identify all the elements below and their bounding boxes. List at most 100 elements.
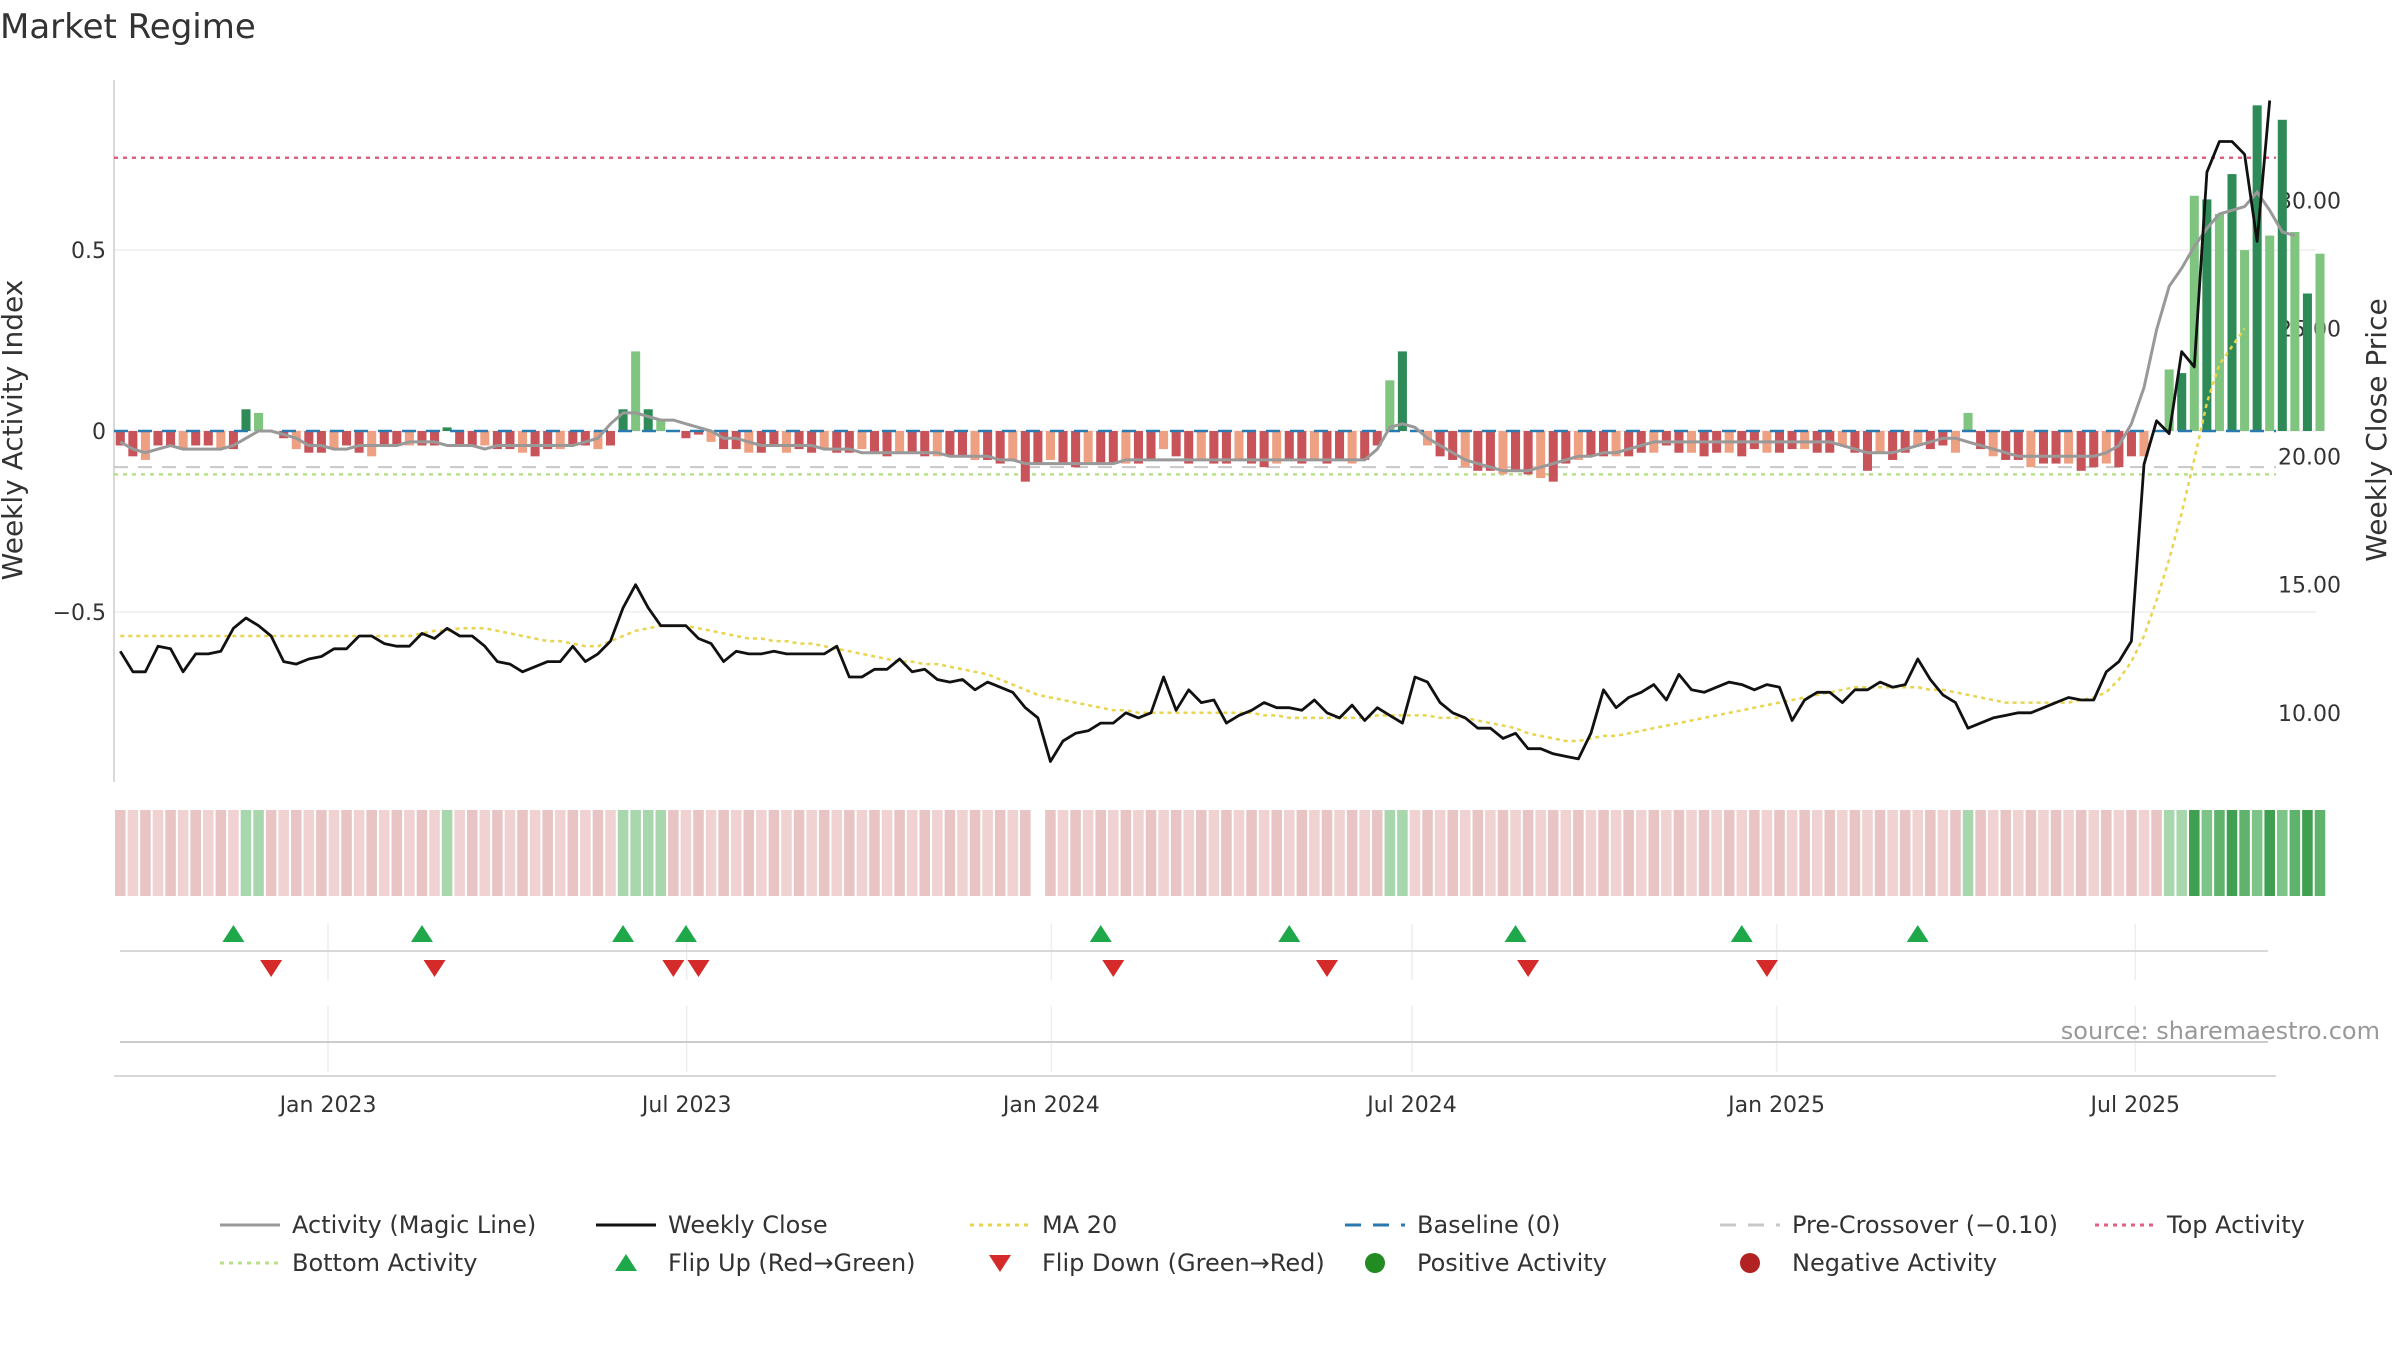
activity-bar <box>543 431 553 450</box>
regime-cell <box>517 810 528 896</box>
activity-bar <box>1083 431 1093 464</box>
regime-cell <box>2101 810 2112 896</box>
regime-cell <box>2214 810 2225 896</box>
regime-cell <box>2013 810 2024 896</box>
activity-bar <box>291 431 301 450</box>
regime-cell <box>1422 810 1433 896</box>
regime-cell <box>881 810 893 896</box>
legend-item: Pre-Crossover (−0.10) <box>1720 1211 2058 1239</box>
legend-label: Bottom Activity <box>292 1249 477 1277</box>
regime-cell <box>542 810 553 896</box>
regime-cell <box>1673 810 1685 896</box>
activity-bar <box>1925 431 1935 450</box>
activity-bar <box>2315 253 2325 431</box>
flip-up-marker <box>222 925 245 942</box>
activity-bar <box>304 431 314 453</box>
regime-cell <box>1334 810 1345 896</box>
activity-bar <box>869 431 879 453</box>
activity-bar <box>631 351 641 431</box>
regime-cell <box>806 810 817 896</box>
activity-bar <box>1297 431 1307 464</box>
regime-cell <box>202 810 214 896</box>
regime-cell <box>429 810 440 896</box>
regime-cell <box>1070 810 1081 896</box>
activity-bar <box>895 431 905 453</box>
activity-bar <box>1259 431 1269 468</box>
flip-up-marker <box>1730 925 1753 942</box>
left-axis-label: Weekly Activity Index <box>0 280 29 581</box>
regime-cell <box>215 810 227 896</box>
regime-cell <box>1862 810 1873 896</box>
x-tick-label: Jul 2023 <box>640 1093 732 1118</box>
activity-bar <box>983 431 993 460</box>
activity-bar <box>970 431 980 460</box>
regime-cell <box>1811 810 1823 896</box>
activity-bar <box>1498 431 1508 475</box>
regime-cell <box>479 810 491 896</box>
activity-bar <box>2189 195 2199 431</box>
regime-cell <box>1296 810 1308 896</box>
regime-cell <box>1321 810 1333 896</box>
regime-cell <box>492 810 503 896</box>
activity-bar <box>417 431 427 446</box>
activity-bar <box>643 409 653 431</box>
activity-bar <box>1862 431 1873 471</box>
activity-bar <box>492 431 502 450</box>
activity-bar <box>1033 431 1043 464</box>
regime-cell <box>1849 810 1861 896</box>
flip-down-marker <box>687 960 710 977</box>
x-tick-label: Jan 2025 <box>1726 1093 1825 1118</box>
flip-down-marker <box>1517 960 1540 977</box>
flip-down-marker <box>1755 960 1778 977</box>
regime-cell <box>2302 810 2313 896</box>
left-tick-label: −0.5 <box>53 601 106 626</box>
regime-cell <box>2251 810 2263 896</box>
activity-bar <box>2101 431 2111 464</box>
activity-bar <box>2302 293 2312 431</box>
legend-label: Negative Activity <box>1792 1249 1997 1277</box>
ma20-line <box>120 327 2246 743</box>
regime-cell <box>1824 810 1836 896</box>
activity-bar <box>794 431 804 450</box>
activity-bar <box>1523 431 1533 475</box>
activity-bar <box>1385 380 1395 431</box>
activity-bar <box>1184 431 1194 464</box>
activity-bar <box>1661 431 1671 446</box>
activity-bar <box>1850 431 1860 453</box>
activity-bar <box>392 431 402 446</box>
right-tick-label: 10.00 <box>2278 702 2341 727</box>
regime-cell <box>1786 810 1798 896</box>
flip-down-marker <box>260 960 283 977</box>
regime-cell <box>1899 810 1911 896</box>
activity-bar <box>1209 431 1219 464</box>
activity-bar <box>1611 431 1621 457</box>
activity-bar <box>819 431 829 450</box>
regime-cell <box>768 810 780 896</box>
regime-cell <box>668 810 679 896</box>
regime-cell <box>1598 810 1609 896</box>
regime-cell <box>1233 810 1245 896</box>
regime-cell <box>844 810 855 896</box>
activity-bar <box>857 431 867 450</box>
activity-bar <box>1586 431 1596 457</box>
regime-cell <box>1384 810 1396 896</box>
regime-cell <box>1020 810 1031 896</box>
activity-bar <box>354 431 364 453</box>
activity-bar <box>1058 431 1068 464</box>
activity-bar <box>1976 431 1986 450</box>
activity-bar <box>442 427 452 431</box>
legend: Activity (Magic Line) Weekly Close MA 20 Ba… <box>220 1211 2305 1277</box>
regime-cell <box>1874 810 1886 896</box>
activity-bar <box>1485 431 1495 471</box>
regime-cell <box>605 810 616 896</box>
regime-cell <box>1560 810 1572 896</box>
activity-bar <box>153 431 163 446</box>
regime-cell <box>2189 810 2200 896</box>
activity-bar <box>882 431 892 457</box>
regime-cell <box>1057 810 1069 896</box>
regime-cell <box>957 810 968 896</box>
activity-bar <box>1020 431 1030 482</box>
activity-bar <box>1699 431 1709 457</box>
regime-cell <box>580 810 591 896</box>
activity-bar <box>1335 431 1345 460</box>
